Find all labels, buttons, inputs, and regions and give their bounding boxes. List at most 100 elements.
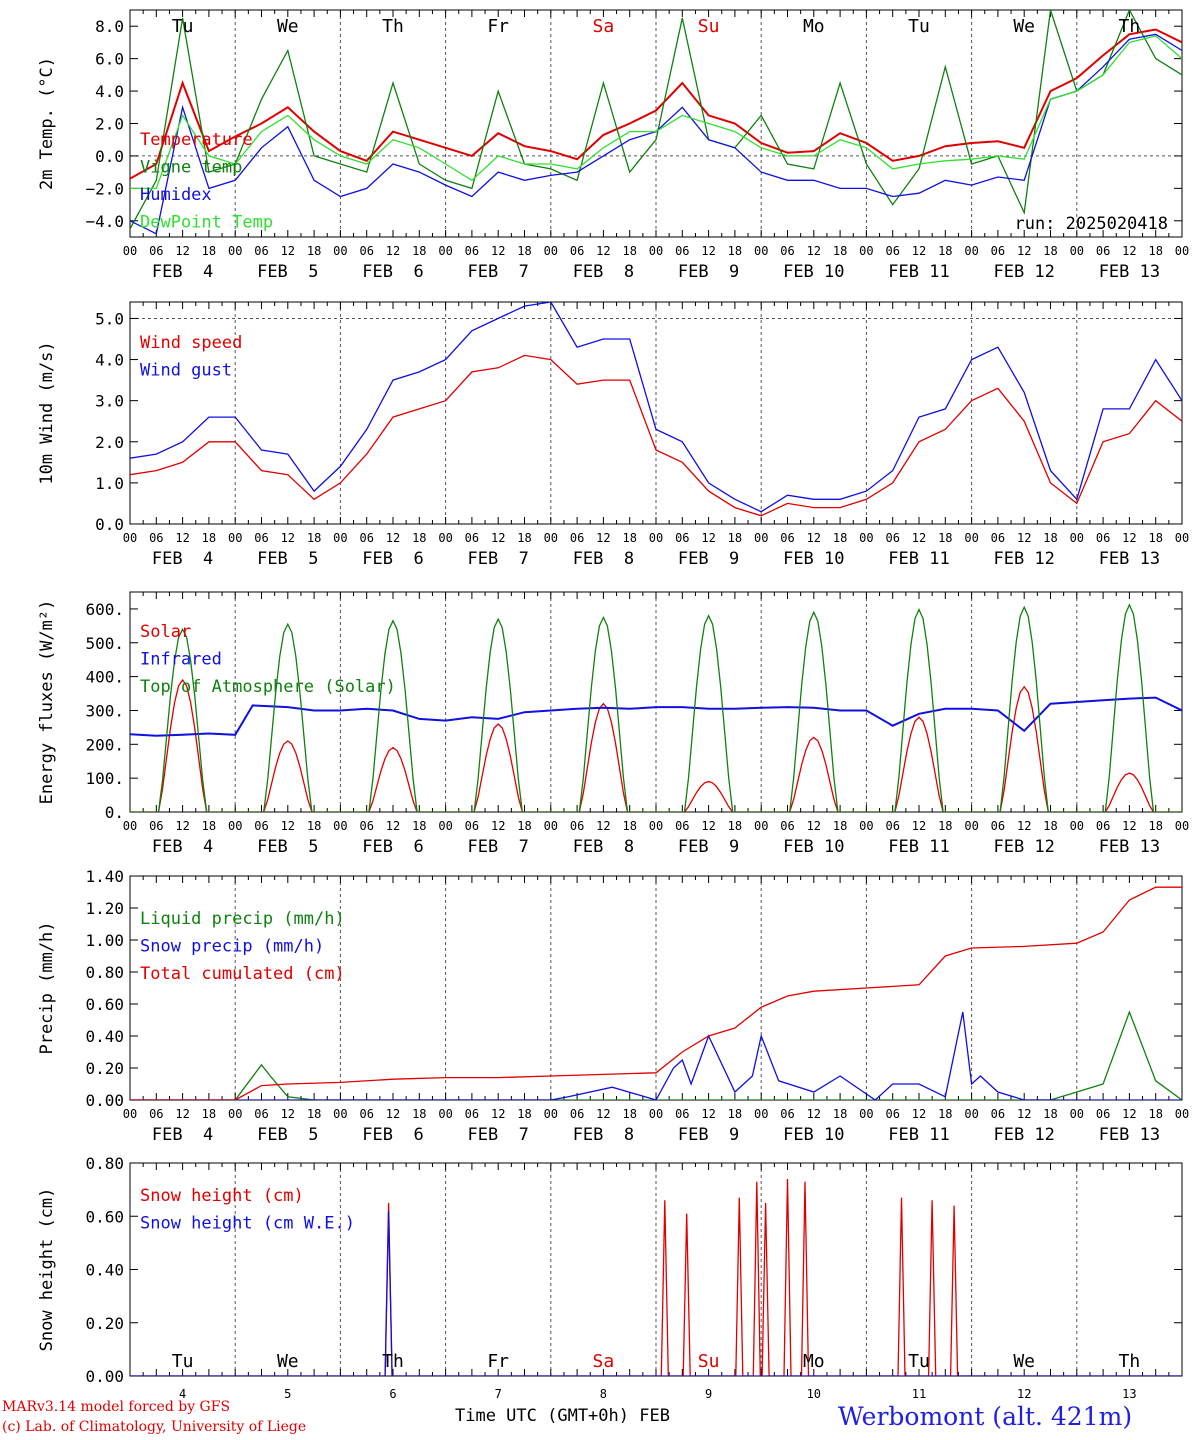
- date-label: FEB 6: [362, 549, 423, 569]
- hour-tick-label: 00: [859, 531, 873, 545]
- y-tick-label: 600.: [85, 600, 124, 619]
- y-axis-label: Snow height (cm): [37, 1188, 57, 1352]
- y-tick-label: 300.: [85, 701, 124, 720]
- hour-tick-label: 06: [254, 1107, 268, 1121]
- hour-tick-label: 12: [175, 531, 189, 545]
- date-label: FEB 5: [257, 837, 318, 857]
- time-axis-label: Time UTC (GMT+0h) FEB: [455, 1406, 670, 1426]
- legend-entry: Total cumulated (cm): [140, 964, 345, 984]
- y-tick-label: 1.40: [85, 867, 124, 886]
- footer-credit: (c) Lab. of Climatology, University of L…: [2, 1419, 307, 1435]
- date-label: FEB 12: [993, 549, 1054, 569]
- hour-tick-label: 00: [544, 531, 558, 545]
- hour-tick-label: 06: [149, 1107, 163, 1121]
- hour-tick-label: 06: [1096, 531, 1110, 545]
- hour-tick-label: 12: [1017, 244, 1031, 258]
- hour-tick-label: 00: [438, 531, 452, 545]
- legend-entry: Vigne temp: [140, 158, 242, 178]
- hour-tick-label: 12: [1017, 531, 1031, 545]
- hour-tick-label: 18: [1043, 531, 1057, 545]
- hour-tick-label: 12: [386, 819, 400, 833]
- legend-entry: Liquid precip (mm/h): [140, 909, 345, 929]
- y-tick-label: 0.20: [85, 1314, 124, 1333]
- hour-tick-label: 06: [675, 819, 689, 833]
- day-name-label: Sa: [593, 1351, 615, 1372]
- day-number-label: 11: [912, 1387, 926, 1401]
- hour-tick-label: 00: [1175, 531, 1189, 545]
- hour-tick-label: 00: [333, 244, 347, 258]
- hour-tick-label: 00: [649, 1107, 663, 1121]
- hour-tick-label: 00: [859, 819, 873, 833]
- hour-tick-label: 12: [912, 531, 926, 545]
- hour-tick-label: 18: [412, 244, 426, 258]
- hour-tick-label: 18: [412, 819, 426, 833]
- hour-tick-label: 06: [675, 1107, 689, 1121]
- hour-tick-label: 06: [359, 531, 373, 545]
- day-name-label: Su: [698, 1351, 720, 1372]
- hour-tick-label: 12: [701, 531, 715, 545]
- y-tick-label: 4.0: [95, 351, 124, 370]
- hour-tick-label: 00: [964, 244, 978, 258]
- y-tick-label: 0.00: [85, 1091, 124, 1110]
- hour-tick-label: 06: [465, 244, 479, 258]
- hour-tick-label: 18: [517, 244, 531, 258]
- date-label: FEB 11: [888, 262, 949, 282]
- hour-tick-label: 06: [885, 531, 899, 545]
- hour-tick-label: 00: [333, 819, 347, 833]
- series-line-1: [130, 678, 1182, 812]
- y-tick-label: 100.: [85, 769, 124, 788]
- hour-tick-label: 06: [675, 244, 689, 258]
- hour-tick-label: 18: [412, 531, 426, 545]
- date-label: FEB 5: [257, 1125, 318, 1145]
- hour-tick-label: 12: [596, 531, 610, 545]
- y-tick-label: 400.: [85, 668, 124, 687]
- day-name-label: We: [1013, 1351, 1035, 1372]
- date-label: FEB 4: [152, 262, 213, 282]
- day-number-label: 6: [389, 1387, 396, 1401]
- date-label: FEB 8: [573, 1125, 634, 1145]
- hour-tick-label: 18: [833, 244, 847, 258]
- hour-tick-label: 06: [149, 531, 163, 545]
- footer-model: MARv3.14 model forced by GFS: [2, 1399, 231, 1415]
- legend-entry: Top of Atmosphere (Solar): [140, 677, 396, 697]
- day-name-label: Th: [382, 16, 404, 37]
- y-tick-label: 5.0: [95, 309, 124, 328]
- hour-tick-label: 12: [701, 244, 715, 258]
- date-label: FEB 7: [467, 262, 528, 282]
- hour-tick-label: 18: [728, 1107, 742, 1121]
- series-line-3: [130, 886, 1182, 1100]
- hour-tick-label: 06: [465, 531, 479, 545]
- y-axis-label: 10m Wind (m/s): [37, 341, 57, 484]
- hour-tick-label: 12: [701, 819, 715, 833]
- hour-tick-label: 00: [964, 819, 978, 833]
- day-name-label: We: [277, 16, 299, 37]
- date-label: FEB 11: [888, 837, 949, 857]
- hour-tick-label: 06: [149, 819, 163, 833]
- hour-tick-label: 06: [359, 1107, 373, 1121]
- hour-tick-label: 12: [175, 244, 189, 258]
- hour-tick-label: 00: [228, 819, 242, 833]
- hour-tick-label: 12: [1017, 1107, 1031, 1121]
- y-axis-label: Energy fluxes (W/m²): [37, 600, 57, 805]
- y-axis-label: 2m Temp. (°C): [37, 57, 57, 190]
- y-tick-label: 2.0: [95, 433, 124, 452]
- hour-tick-label: 06: [359, 819, 373, 833]
- day-number-label: 9: [705, 1387, 712, 1401]
- day-number-label: 8: [600, 1387, 607, 1401]
- station-label: Werbomont (alt. 421m): [838, 1402, 1133, 1431]
- y-tick-label: 4.0: [95, 82, 124, 101]
- series-line-4: [130, 35, 1182, 190]
- y-tick-label: 1.20: [85, 899, 124, 918]
- panel-4: [129, 875, 1183, 1101]
- hour-tick-label: 12: [807, 819, 821, 833]
- hour-tick-label: 12: [175, 1107, 189, 1121]
- hour-tick-label: 12: [1122, 244, 1136, 258]
- date-label: FEB 4: [152, 1125, 213, 1145]
- date-label: FEB 11: [888, 1125, 949, 1145]
- y-tick-label: 500.: [85, 634, 124, 653]
- hour-tick-label: 18: [833, 531, 847, 545]
- hour-tick-label: 12: [912, 1107, 926, 1121]
- day-name-label: Mo: [803, 16, 825, 37]
- y-tick-label: 1.00: [85, 931, 124, 950]
- legend-entry: Wind speed: [140, 333, 242, 353]
